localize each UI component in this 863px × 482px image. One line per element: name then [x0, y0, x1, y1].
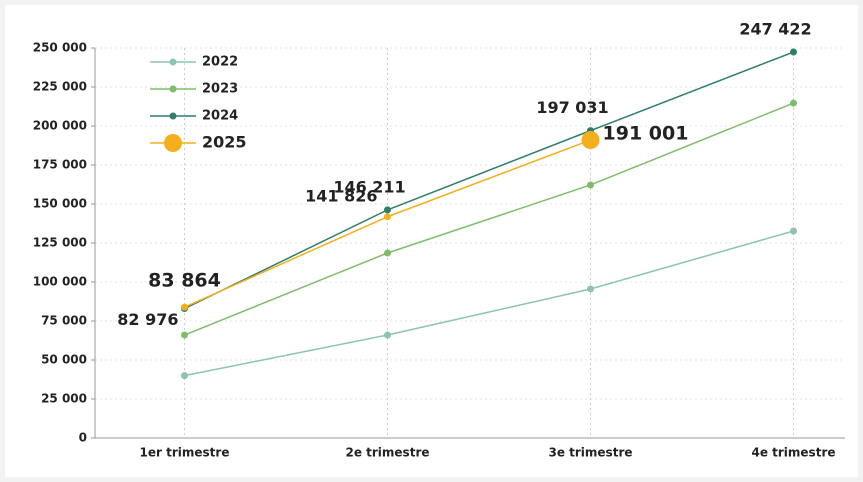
data-point	[384, 331, 391, 339]
series-line	[184, 51, 794, 310]
data-point	[181, 303, 188, 311]
data-label: 197 031	[536, 98, 608, 117]
legend-label: 2023	[202, 82, 238, 97]
data-point	[790, 48, 797, 56]
y-tick-label: 175 000	[33, 158, 87, 172]
data-point	[181, 331, 188, 339]
legend-swatch	[169, 112, 177, 120]
data-point	[384, 213, 391, 221]
data-point	[384, 206, 391, 214]
y-tick-label: 150 000	[33, 197, 87, 211]
legend-label: 2022	[202, 55, 238, 70]
data-label: 146 211	[333, 177, 405, 196]
data-point	[790, 227, 797, 235]
panel	[5, 5, 858, 477]
data-label: 191 001	[603, 123, 689, 145]
data-label: 141 826	[305, 186, 377, 205]
data-point	[384, 249, 391, 257]
legend-label: 2024	[202, 109, 238, 124]
x-tick-label: 1er trimestre	[140, 446, 230, 460]
data-label: 247 422	[739, 20, 811, 39]
data-point	[181, 372, 188, 380]
y-tick-label: 50 000	[41, 353, 87, 367]
legend-swatch	[169, 58, 177, 66]
legend-swatch	[169, 85, 177, 93]
data-point	[790, 99, 797, 107]
x-tick-label: 3e trimestre	[548, 446, 632, 460]
series-line	[184, 230, 794, 377]
x-tick-label: 4e trimestre	[751, 446, 835, 460]
data-point	[587, 181, 594, 189]
y-tick-label: 200 000	[33, 119, 87, 133]
data-label: 83 864	[148, 270, 221, 292]
y-tick-label: 125 000	[33, 236, 87, 250]
y-tick-label: 75 000	[41, 314, 87, 328]
y-tick-label: 225 000	[33, 80, 87, 94]
legend-swatch	[164, 134, 182, 152]
x-tick-label: 2e trimestre	[345, 446, 429, 460]
data-point	[587, 285, 594, 293]
y-tick-label: 100 000	[33, 275, 87, 289]
data-label: 82 976	[117, 310, 178, 329]
legend-label: 2025	[202, 133, 247, 152]
series-line	[184, 102, 794, 336]
y-tick-label: 250 000	[33, 41, 87, 55]
y-tick-label: 25 000	[41, 392, 87, 406]
y-tick-label: 0	[79, 431, 87, 445]
data-point	[581, 131, 600, 150]
